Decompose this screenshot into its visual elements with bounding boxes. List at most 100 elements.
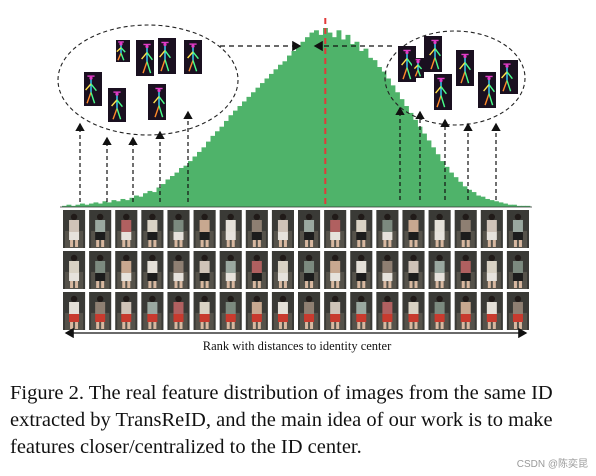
histogram-bar <box>435 154 441 207</box>
person-crop <box>480 210 503 248</box>
histogram-bar <box>215 131 220 207</box>
histogram-bar <box>174 172 180 207</box>
histogram-bar <box>503 203 508 207</box>
histogram-bar <box>368 57 373 207</box>
histogram-bar <box>192 156 198 207</box>
person-crop <box>271 292 294 330</box>
histogram-bar <box>278 64 283 207</box>
person-crop <box>402 251 425 289</box>
histogram-bar <box>309 32 315 208</box>
person-crop <box>63 292 86 330</box>
person-crop <box>324 292 347 330</box>
pose-thumbnail <box>158 38 176 74</box>
histogram-bar <box>422 133 427 207</box>
histogram-bar <box>462 186 468 207</box>
histogram-bar <box>62 205 67 207</box>
person-crop <box>428 292 451 330</box>
histogram-bar <box>345 34 351 207</box>
histogram-bar <box>521 205 526 207</box>
histogram-bar <box>404 106 409 207</box>
histogram-bar <box>165 179 171 207</box>
person-crop <box>245 210 268 248</box>
histogram-bar <box>327 32 333 208</box>
person-crop <box>245 292 268 330</box>
person-crop <box>193 210 216 248</box>
pose-thumbnail <box>412 58 424 78</box>
person-crop <box>324 210 347 248</box>
watermark: CSDN @陈奕昆 <box>516 459 588 470</box>
person-crop <box>193 292 216 330</box>
histogram-bar <box>341 39 346 207</box>
person-crop <box>506 292 529 330</box>
histogram-bar <box>458 181 463 207</box>
histogram-bar <box>449 172 454 207</box>
histogram-bar <box>107 202 112 207</box>
histogram-bar <box>296 46 301 207</box>
person-crop <box>89 210 112 248</box>
histogram-bar <box>273 69 279 207</box>
histogram-bar <box>363 48 369 208</box>
histogram-bar <box>287 55 292 207</box>
person-crop <box>402 210 425 248</box>
histogram-bar <box>350 44 355 208</box>
histogram-bar <box>170 176 175 207</box>
histogram-bar <box>228 115 234 207</box>
histogram-bar <box>161 184 166 207</box>
histogram-bar <box>98 203 103 207</box>
histogram-bar <box>71 205 76 207</box>
pose-thumbnail <box>116 40 130 62</box>
histogram-bar <box>264 78 270 208</box>
histogram-bar <box>314 30 319 207</box>
histogram-bar <box>143 193 148 207</box>
person-crop <box>141 210 164 248</box>
histogram-bar <box>206 141 211 207</box>
person-crop <box>271 251 294 289</box>
person-crop <box>324 251 347 289</box>
histogram-bar <box>480 196 486 207</box>
person-crop <box>271 210 294 248</box>
person-crop <box>63 210 86 248</box>
person-crop <box>428 251 451 289</box>
person-crop <box>167 251 190 289</box>
histogram-bar <box>305 37 310 208</box>
histogram-bar <box>300 41 306 207</box>
histogram-bar <box>246 96 252 207</box>
histogram-bar <box>111 200 117 207</box>
histogram-bar <box>516 205 522 207</box>
histogram-bar <box>426 140 432 207</box>
person-crop <box>428 210 451 248</box>
histogram-bar <box>381 71 387 207</box>
histogram-bar <box>489 200 495 207</box>
histogram-bar <box>377 67 382 207</box>
histogram-bar <box>255 87 261 207</box>
person-crop <box>245 251 268 289</box>
person-crop <box>167 210 190 248</box>
person-crop <box>506 210 529 248</box>
histogram-bar <box>237 106 243 207</box>
histogram-bar <box>224 120 229 207</box>
histogram-bar <box>75 204 81 207</box>
person-crop <box>141 292 164 330</box>
person-crop <box>115 251 138 289</box>
histogram-bar <box>66 204 72 207</box>
left-cluster-outline <box>57 24 239 136</box>
pose-thumbnail <box>456 50 474 86</box>
histogram-bar <box>102 201 108 207</box>
histogram-bar <box>485 198 490 207</box>
histogram-bar <box>444 166 450 207</box>
histogram-bar <box>93 202 99 207</box>
pose-thumbnail <box>136 40 154 76</box>
histogram-bar <box>125 200 130 207</box>
histogram-bar <box>84 204 90 207</box>
histogram-bar <box>134 195 139 207</box>
person-crop <box>376 251 399 289</box>
person-crop <box>219 292 242 330</box>
pose-thumbnail <box>434 74 452 110</box>
histogram-bar <box>372 60 378 207</box>
pose-thumbnail <box>148 84 166 120</box>
person-crop <box>219 251 242 289</box>
rank-axis-label: Rank with distances to identity center <box>203 339 392 353</box>
histogram-bar <box>156 187 162 207</box>
histogram-bar <box>179 167 184 207</box>
person-crop <box>480 251 503 289</box>
